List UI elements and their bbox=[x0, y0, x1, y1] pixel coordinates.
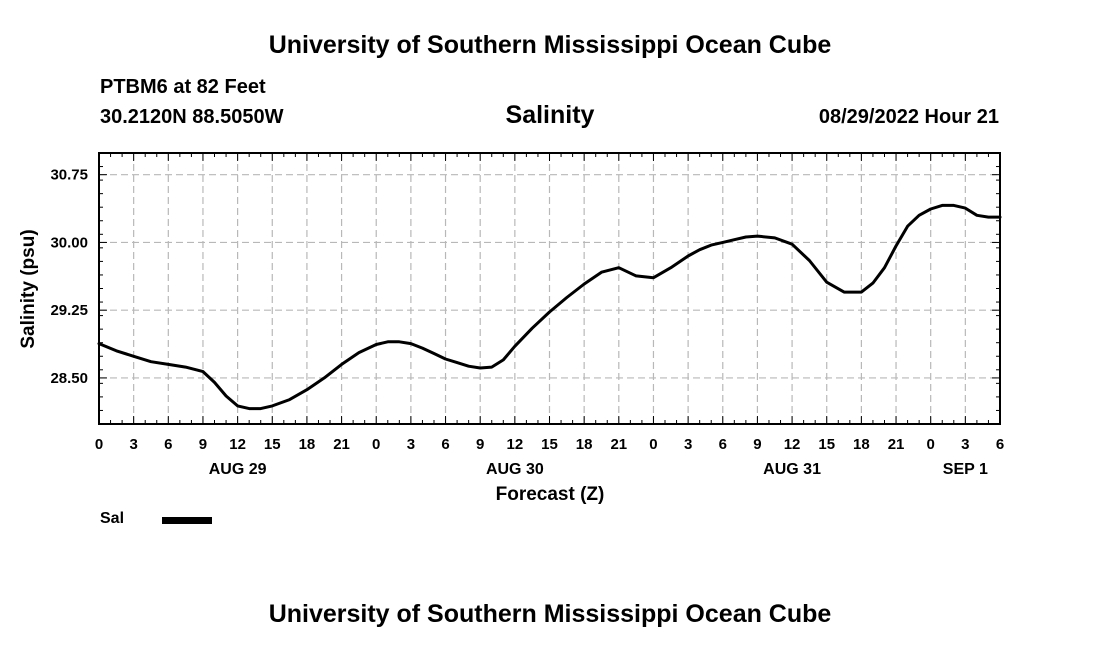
bottom-title: University of Southern Mississippi Ocean… bbox=[268, 600, 832, 628]
x-tick-label: 6 bbox=[719, 436, 727, 453]
date-label: AUG 31 bbox=[763, 461, 821, 478]
x-tick-label: 9 bbox=[476, 436, 484, 453]
x-tick-label: 9 bbox=[199, 436, 207, 453]
x-tick-label: 3 bbox=[407, 436, 415, 453]
x-tick-label: 21 bbox=[333, 436, 350, 453]
x-tick-label: 12 bbox=[784, 436, 801, 453]
plot-frame bbox=[98, 152, 1001, 425]
y-axis-label: Salinity (psu) bbox=[18, 229, 39, 348]
x-tick-label: 15 bbox=[541, 436, 558, 453]
x-tick-label: 6 bbox=[996, 436, 1004, 453]
x-tick-label: 6 bbox=[441, 436, 449, 453]
x-tick-label: 21 bbox=[610, 436, 627, 453]
x-tick-label: 0 bbox=[95, 436, 103, 453]
x-tick-label: 18 bbox=[853, 436, 870, 453]
coordinates-label: 30.2120N 88.5050W bbox=[100, 106, 284, 128]
x-tick-label: 18 bbox=[576, 436, 593, 453]
date-label: SEP 1 bbox=[943, 461, 988, 478]
x-tick-label: 0 bbox=[927, 436, 935, 453]
x-tick-label: 15 bbox=[818, 436, 835, 453]
y-tick-label: 30.75 bbox=[50, 167, 88, 184]
date-label: AUG 30 bbox=[486, 461, 544, 478]
x-tick-label: 15 bbox=[264, 436, 281, 453]
y-tick-label: 29.25 bbox=[50, 302, 88, 319]
x-tick-label: 3 bbox=[961, 436, 969, 453]
x-tick-label: 0 bbox=[372, 436, 380, 453]
date-label: AUG 29 bbox=[209, 461, 267, 478]
x-tick-label: 12 bbox=[507, 436, 524, 453]
series-layer bbox=[97, 203, 1002, 411]
chart-title: Salinity bbox=[505, 101, 595, 129]
y-tick-label: 30.00 bbox=[50, 234, 88, 251]
issue-time-label: 08/29/2022 Hour 21 bbox=[818, 106, 999, 128]
x-tick-label: 0 bbox=[649, 436, 657, 453]
axis-labels: 0 3 6 9 12 15 18 21 0 3 6 9 12 15 18 21 0 3 6 9 12 15 18 21 0 3 6 2… bbox=[50, 167, 1004, 478]
x-axis-label: Forecast (Z) bbox=[496, 484, 605, 505]
x-tick-label: 21 bbox=[888, 436, 905, 453]
x-tick-label: 6 bbox=[164, 436, 172, 453]
x-tick-label: 3 bbox=[684, 436, 692, 453]
x-tick-label: 12 bbox=[229, 436, 246, 453]
y-tick-label: 28.50 bbox=[50, 370, 88, 387]
x-tick-label: 9 bbox=[753, 436, 761, 453]
salinity-line bbox=[97, 203, 1002, 411]
legend-swatch bbox=[162, 517, 212, 524]
x-tick-label: 3 bbox=[129, 436, 137, 453]
legend-label: Sal bbox=[100, 510, 125, 527]
x-tick-label: 18 bbox=[299, 436, 316, 453]
grid-lines bbox=[99, 153, 1000, 424]
top-title: University of Southern Mississippi Ocean… bbox=[268, 31, 832, 59]
station-label: PTBM6 at 82 Feet bbox=[100, 76, 266, 98]
